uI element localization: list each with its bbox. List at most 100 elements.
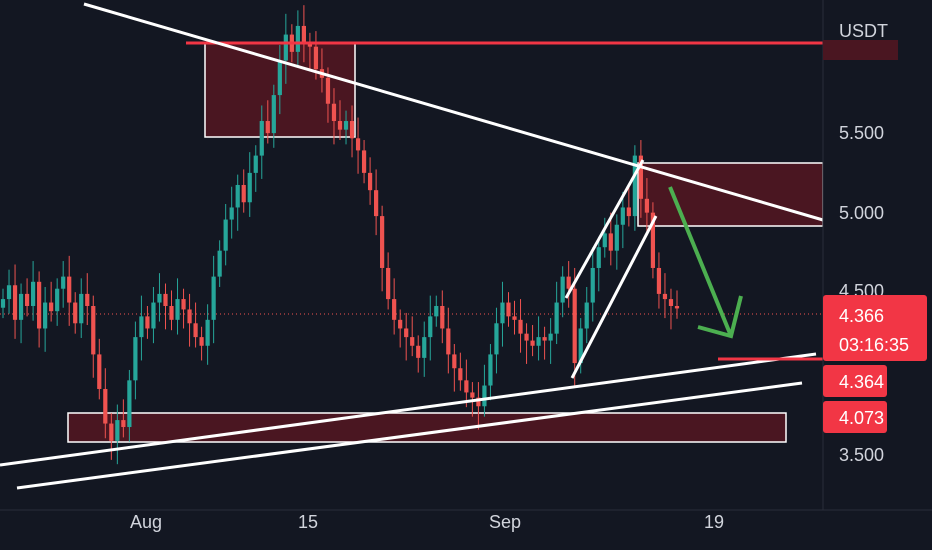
- candle-down: [145, 316, 150, 329]
- candle-up: [151, 302, 156, 329]
- candle-up: [0, 299, 6, 308]
- candle-up: [434, 306, 439, 317]
- candle-down: [301, 25, 306, 44]
- candle-down: [416, 345, 421, 358]
- candle-up: [488, 354, 493, 386]
- candle-down: [398, 319, 403, 329]
- candle-up: [494, 323, 499, 355]
- candle-up: [500, 302, 505, 324]
- candle-up: [590, 267, 595, 303]
- candle-up: [620, 207, 625, 225]
- candle-down: [349, 121, 355, 139]
- candle-down: [97, 354, 102, 389]
- candle-down: [24, 293, 30, 306]
- candle-down: [265, 121, 270, 134]
- candle-down: [103, 388, 108, 424]
- candle-down: [638, 155, 643, 199]
- candle-down: [313, 46, 319, 70]
- candle-down: [374, 190, 379, 217]
- resistance-axis-marker: [823, 40, 898, 60]
- candle-up: [211, 276, 216, 320]
- candle-up: [428, 316, 433, 338]
- candle-down: [566, 276, 571, 289]
- candles-layer: [0, 5, 680, 465]
- bearish-projection-arrow[interactable]: [668, 186, 733, 337]
- candle-up: [271, 95, 276, 134]
- candle-down: [199, 337, 204, 346]
- candle-up: [614, 224, 619, 251]
- candle-down: [542, 337, 547, 341]
- candle-down: [241, 184, 246, 203]
- x-tick-label: Aug: [130, 512, 162, 532]
- rising-channel-upper[interactable]: [564, 159, 645, 299]
- candle-down: [163, 293, 168, 306]
- candle-down: [49, 302, 54, 312]
- y-tick-label: 5.500: [839, 123, 884, 143]
- x-tick-label: Sep: [489, 512, 521, 532]
- candle-up: [578, 328, 583, 364]
- y-tick-label: 3.500: [839, 445, 884, 465]
- candle-up: [157, 293, 162, 303]
- candle-down: [392, 299, 397, 320]
- candle-up: [235, 184, 240, 208]
- candle-down: [524, 333, 529, 341]
- candle-up: [554, 302, 559, 334]
- candle-down: [361, 150, 367, 173]
- candle-up: [253, 155, 258, 173]
- price-axis-background: [823, 0, 932, 550]
- candle-down: [452, 354, 457, 369]
- candle-down: [331, 103, 337, 122]
- candle-down: [337, 121, 343, 130]
- candle-down: [464, 380, 469, 393]
- candle-up: [6, 285, 12, 300]
- candle-down: [181, 299, 186, 310]
- descending-trendline[interactable]: [83, 2, 824, 222]
- time-axis[interactable]: Aug 15 Sep 19: [0, 509, 932, 532]
- candle-down: [169, 306, 174, 320]
- candle-down: [530, 340, 535, 346]
- candle-up: [43, 302, 48, 329]
- candle-up: [115, 420, 120, 441]
- candle-down: [446, 328, 451, 355]
- candle-down: [656, 267, 662, 294]
- candle-down: [518, 319, 523, 334]
- level-b-value: 4.073: [839, 408, 884, 428]
- candle-down: [187, 309, 192, 324]
- candle-up: [596, 247, 601, 268]
- price-axis[interactable]: USDT 5.500 5.000 4.500 3.500 4.366 03:16…: [822, 0, 932, 550]
- candle-down: [626, 207, 631, 217]
- candle-down: [355, 138, 361, 151]
- candle-up: [217, 250, 222, 277]
- candle-down: [367, 172, 373, 191]
- candle-down: [608, 233, 613, 251]
- candle-up: [61, 276, 66, 289]
- candle-up: [55, 288, 60, 312]
- candle-up: [584, 302, 589, 329]
- candle-up: [79, 293, 84, 324]
- rising-channel-lower[interactable]: [570, 215, 658, 379]
- ascending-trendline-upper[interactable]: [0, 352, 817, 467]
- drawing-layer-lines: [0, 2, 824, 490]
- candle-down: [458, 368, 463, 381]
- level-tag-b: 4.073: [823, 401, 887, 433]
- candle-up: [139, 316, 144, 338]
- candle-up: [229, 207, 234, 220]
- last-price-tag: 4.366 03:16:35: [823, 295, 927, 361]
- candle-down: [386, 267, 391, 300]
- candle-up: [127, 380, 132, 428]
- candle-down: [410, 337, 415, 346]
- candle-up: [205, 319, 210, 346]
- candle-down: [404, 328, 409, 338]
- ascending-trendline-lower[interactable]: [16, 381, 803, 490]
- candle-up: [175, 299, 180, 320]
- candle-down: [512, 316, 517, 320]
- candle-down: [67, 276, 72, 303]
- candle-down: [73, 302, 78, 324]
- countdown-timer: 03:16:35: [839, 335, 909, 355]
- candle-down: [506, 302, 511, 317]
- candle-up: [422, 337, 427, 358]
- demand-zone-bottom[interactable]: [67, 412, 787, 443]
- candle-down: [644, 198, 650, 213]
